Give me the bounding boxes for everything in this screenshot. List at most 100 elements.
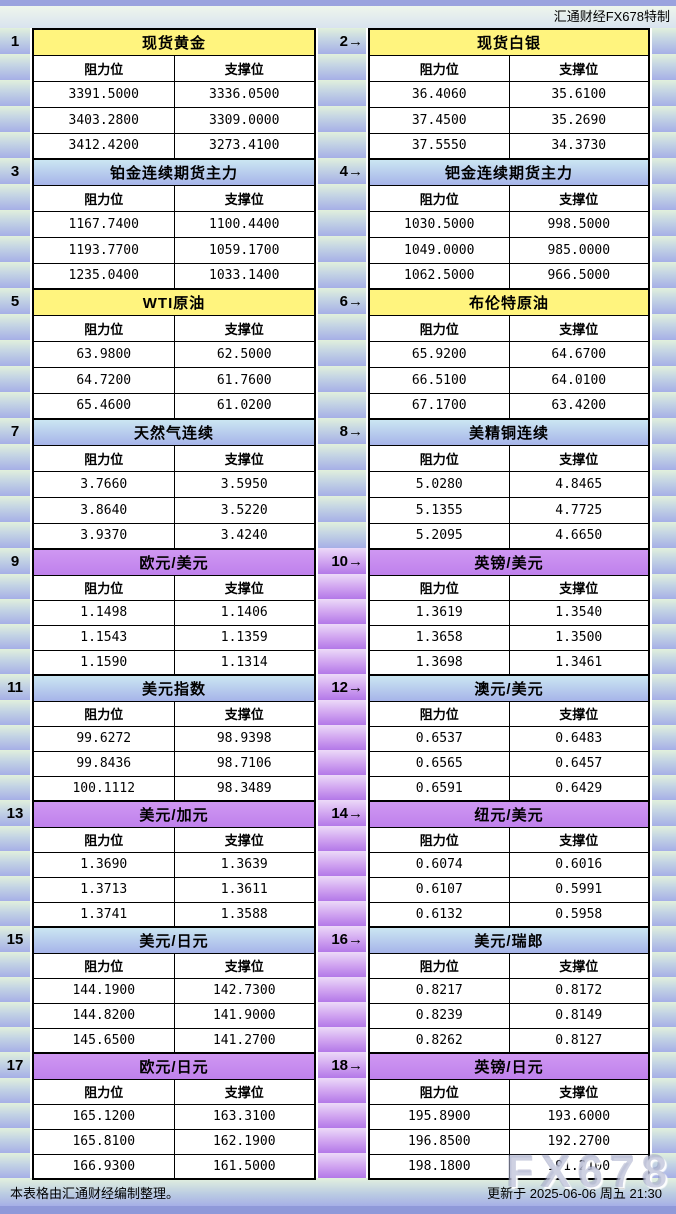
panel-title: 现货白银 bbox=[368, 28, 650, 56]
arrow-number-column: 6→ bbox=[318, 288, 366, 418]
stripe-band bbox=[0, 80, 30, 106]
stripe-band bbox=[318, 340, 366, 366]
footer-bar: 本表格由汇通财经编制整理。 更新于 2025-06-06 周五 21:30 bbox=[0, 1178, 676, 1206]
divider bbox=[30, 548, 32, 674]
quote-panel: 美精铜连续 阻力位 支撑位 5.0280 4.8465 5.1355 4.7725 … bbox=[368, 418, 650, 550]
stripe-band bbox=[318, 106, 366, 132]
support-header: 支撑位 bbox=[173, 184, 316, 212]
resistance-header: 阻力位 bbox=[368, 54, 510, 82]
resistance-value: 1049.0000 bbox=[368, 236, 510, 264]
stripe-band bbox=[0, 750, 30, 775]
divider bbox=[30, 418, 32, 548]
right-edge-column bbox=[652, 418, 676, 548]
support-value: 3336.0500 bbox=[173, 80, 316, 108]
resistance-value: 65.4600 bbox=[32, 392, 175, 420]
stripe-band bbox=[652, 418, 676, 444]
stripe-band bbox=[0, 977, 30, 1002]
divider bbox=[316, 158, 318, 288]
support-value: 193.6000 bbox=[508, 1103, 650, 1130]
stripe-band bbox=[652, 599, 676, 624]
support-value: 3.5220 bbox=[173, 496, 316, 524]
divider bbox=[650, 158, 652, 288]
support-value: 1033.1400 bbox=[173, 262, 316, 290]
panel-row: 3 铂金连续期货主力 阻力位 支撑位 1167.7400 1100.4400 11… bbox=[0, 158, 676, 290]
right-panel-slot: 布伦特原油 阻力位 支撑位 65.9200 64.6700 66.5100 64.0… bbox=[368, 288, 650, 420]
support-value: 35.6100 bbox=[508, 80, 650, 108]
divider bbox=[316, 800, 318, 926]
row-number-column: 17 bbox=[0, 1052, 30, 1178]
stripe-band bbox=[652, 314, 676, 340]
stripe-band bbox=[0, 901, 30, 926]
quote-panel: 天然气连续 阻力位 支撑位 3.7660 3.5950 3.8640 3.5220 … bbox=[32, 418, 316, 550]
stripe-band bbox=[0, 496, 30, 522]
support-value: 191.2100 bbox=[508, 1153, 650, 1180]
divider bbox=[650, 288, 652, 418]
left-panel-slot: 美元指数 阻力位 支撑位 99.6272 98.9398 99.8436 98.71… bbox=[32, 674, 316, 802]
resistance-header: 阻力位 bbox=[368, 700, 510, 727]
resistance-value: 67.1700 bbox=[368, 392, 510, 420]
support-header: 支撑位 bbox=[508, 700, 650, 727]
support-value: 141.9000 bbox=[173, 1002, 316, 1029]
stripe-band bbox=[0, 1078, 30, 1103]
left-panel-slot: 现货黄金 阻力位 支撑位 3391.5000 3336.0500 3403.280… bbox=[32, 28, 316, 160]
panel-row: 17 欧元/日元 阻力位 支撑位 165.1200 163.3100 165.81… bbox=[0, 1052, 676, 1180]
stripe-band bbox=[652, 674, 676, 700]
support-value: 1.1314 bbox=[173, 649, 316, 676]
stripe-band bbox=[652, 926, 676, 952]
support-value: 141.2700 bbox=[173, 1027, 316, 1054]
panel-title: 美元指数 bbox=[32, 674, 316, 702]
stripe-band bbox=[652, 158, 676, 184]
support-value: 163.3100 bbox=[173, 1103, 316, 1130]
resistance-value: 3.8640 bbox=[32, 496, 175, 524]
brand-text: 汇通财经FX678特制 bbox=[553, 9, 670, 24]
stripe-band bbox=[318, 262, 366, 288]
stripe-band bbox=[0, 1128, 30, 1153]
stripe-band bbox=[0, 1153, 30, 1178]
support-value: 61.7600 bbox=[173, 366, 316, 394]
stripe-band bbox=[0, 236, 30, 262]
support-value: 3273.4100 bbox=[173, 132, 316, 160]
divider bbox=[650, 548, 652, 674]
row-number-column: 15 bbox=[0, 926, 30, 1052]
stripe-band bbox=[0, 725, 30, 750]
stripe-band bbox=[318, 470, 366, 496]
arrow-number: 8→ bbox=[318, 418, 366, 444]
support-value: 4.7725 bbox=[508, 496, 650, 524]
stripe-band bbox=[652, 184, 676, 210]
quote-panel: 钯金连续期货主力 阻力位 支撑位 1030.5000 998.5000 1049.… bbox=[368, 158, 650, 290]
stripe-band bbox=[0, 262, 30, 288]
resistance-value: 3.9370 bbox=[32, 522, 175, 550]
support-value: 4.6650 bbox=[508, 522, 650, 550]
stripe-band bbox=[0, 132, 30, 158]
stripe-band bbox=[0, 700, 30, 725]
stripe-band bbox=[0, 392, 30, 418]
resistance-value: 165.8100 bbox=[32, 1128, 175, 1155]
arrow-number: 4→ bbox=[318, 158, 366, 184]
left-panel-slot: 欧元/美元 阻力位 支撑位 1.1498 1.1406 1.1543 1.1359 … bbox=[32, 548, 316, 676]
support-value: 0.6483 bbox=[508, 725, 650, 752]
divider bbox=[316, 926, 318, 1052]
stripe-band bbox=[318, 236, 366, 262]
resistance-header: 阻力位 bbox=[32, 700, 175, 727]
right-edge-column bbox=[652, 28, 676, 158]
divider bbox=[366, 800, 368, 926]
stripe-band bbox=[318, 599, 366, 624]
support-value: 192.2700 bbox=[508, 1128, 650, 1155]
panel-title: 美精铜连续 bbox=[368, 418, 650, 446]
right-edge-column bbox=[652, 800, 676, 926]
arrow-number: 10→ bbox=[318, 548, 366, 574]
divider bbox=[30, 674, 32, 800]
arrow-number-column: 18→ bbox=[318, 1052, 366, 1178]
resistance-value: 66.5100 bbox=[368, 366, 510, 394]
stripe-band bbox=[652, 262, 676, 288]
stripe-band bbox=[318, 1153, 366, 1178]
divider bbox=[316, 674, 318, 800]
right-edge-column bbox=[652, 288, 676, 418]
resistance-value: 1167.7400 bbox=[32, 210, 175, 238]
stripe-band bbox=[652, 901, 676, 926]
resistance-header: 阻力位 bbox=[368, 574, 510, 601]
support-header: 支撑位 bbox=[173, 574, 316, 601]
support-value: 142.7300 bbox=[173, 977, 316, 1004]
stripe-band bbox=[652, 977, 676, 1002]
divider bbox=[366, 674, 368, 800]
